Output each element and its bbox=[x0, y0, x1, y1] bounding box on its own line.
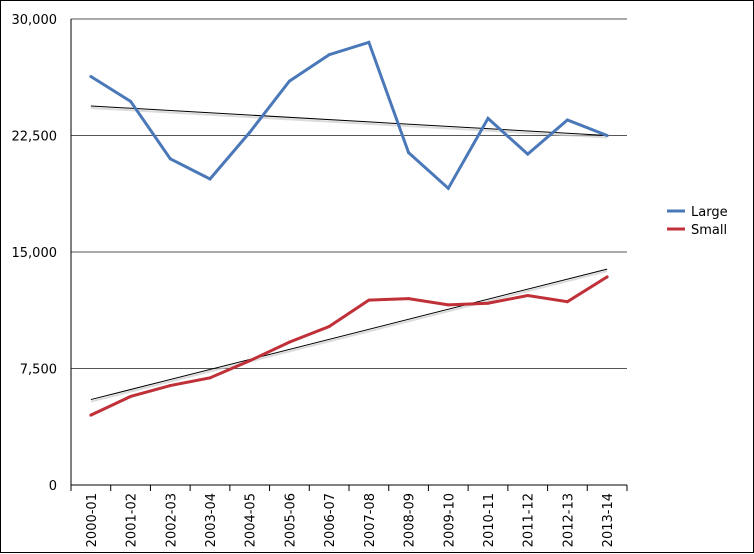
data-point-large bbox=[208, 177, 212, 181]
y-tick-label: 22,500 bbox=[12, 130, 58, 145]
series-line-large bbox=[90, 40, 608, 191]
data-point-small bbox=[367, 298, 371, 302]
x-tick-label: 2007-08 bbox=[363, 493, 378, 547]
data-point-small bbox=[486, 301, 490, 305]
data-point-small bbox=[605, 275, 609, 279]
x-tick-label: 2001-02 bbox=[125, 493, 140, 547]
data-point-large bbox=[287, 79, 291, 83]
data-point-small bbox=[526, 293, 530, 297]
data-point-large bbox=[407, 151, 411, 155]
trendline-small bbox=[90, 268, 608, 401]
data-point-small bbox=[327, 325, 331, 329]
data-point-small bbox=[248, 359, 252, 363]
data-point-large bbox=[168, 157, 172, 161]
data-point-small bbox=[287, 340, 291, 344]
x-tick-label: 2009-10 bbox=[442, 493, 457, 547]
data-point-large bbox=[129, 99, 133, 103]
data-point-large bbox=[89, 74, 93, 78]
data-point-large bbox=[446, 186, 450, 190]
x-tick-label: 2006-07 bbox=[323, 493, 338, 547]
x-tick-label: 2011-12 bbox=[522, 493, 537, 547]
data-point-small bbox=[407, 297, 411, 301]
x-tick-label: 2000-01 bbox=[85, 493, 100, 547]
data-point-small bbox=[208, 376, 212, 380]
x-tick-label: 2002-03 bbox=[164, 493, 179, 547]
data-point-large bbox=[248, 130, 252, 134]
data-point-large bbox=[526, 152, 530, 156]
data-point-small bbox=[129, 394, 133, 398]
x-tick-label: 2005-06 bbox=[283, 493, 298, 547]
legend-label-small: Small bbox=[691, 223, 727, 238]
x-tick-label: 2013-14 bbox=[601, 493, 616, 547]
data-point-small bbox=[565, 300, 569, 304]
data-point-small bbox=[446, 303, 450, 307]
x-tick-label: 2004-05 bbox=[244, 493, 259, 547]
data-point-large bbox=[565, 118, 569, 122]
x-tick-label: 2008-09 bbox=[403, 493, 418, 547]
trendline-shadow bbox=[90, 106, 608, 139]
trendline-large bbox=[90, 105, 608, 136]
data-point-large bbox=[327, 53, 331, 57]
data-point-large bbox=[605, 134, 609, 137]
y-tick-label: 30,000 bbox=[12, 13, 58, 28]
trendline-shadow bbox=[90, 270, 608, 403]
data-point-small bbox=[168, 384, 172, 388]
x-tick-label: 2010-11 bbox=[482, 493, 497, 547]
y-tick-label: 0 bbox=[49, 479, 57, 494]
data-point-small bbox=[89, 413, 93, 417]
legend-label-large: Large bbox=[691, 205, 728, 220]
x-tick-label: 2012-13 bbox=[561, 493, 576, 547]
series-line-small bbox=[90, 275, 608, 417]
data-point-large bbox=[367, 40, 371, 44]
x-tick-label: 2003-04 bbox=[204, 493, 219, 547]
data-point-large bbox=[486, 116, 490, 120]
y-tick-label: 15,000 bbox=[12, 246, 58, 261]
y-tick-label: 7,500 bbox=[20, 363, 57, 378]
